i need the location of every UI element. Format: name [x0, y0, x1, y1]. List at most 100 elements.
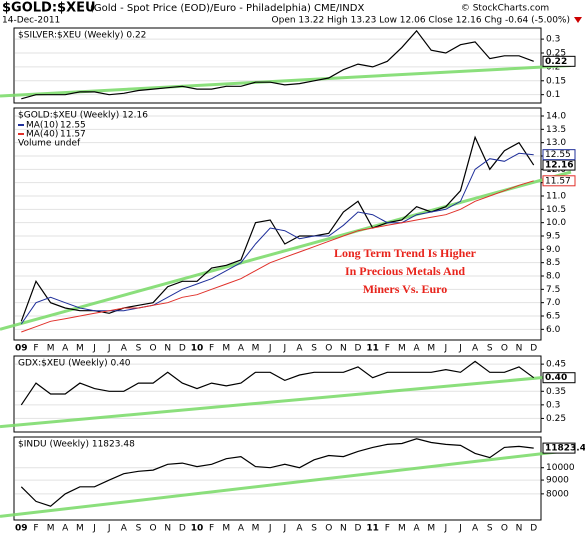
x-tick-label: N	[516, 344, 523, 354]
x-tick-label: M	[222, 344, 230, 354]
series-line	[20, 360, 535, 406]
y-tick-label: 0.1	[546, 90, 560, 100]
x-tick-label: J	[268, 524, 272, 534]
series-line	[21, 29, 534, 100]
x-tick-label: S	[487, 524, 493, 534]
y-tick-label: 6.5	[546, 312, 560, 322]
x-tick-label: S	[311, 524, 317, 534]
y-tick-label: 14.0	[546, 112, 566, 122]
y-tick-label: 0.3	[546, 35, 560, 45]
x-tick-label: F	[33, 524, 38, 534]
annotation: Miners Vs. Euro	[363, 282, 448, 296]
x-tick-label: N	[340, 344, 347, 354]
x-tick-label: J	[458, 524, 462, 534]
x-tick-label: A	[296, 524, 303, 534]
x-tick-label: M	[252, 524, 260, 534]
x-tick-label: A	[472, 344, 479, 354]
x-tick-label: M	[398, 344, 406, 354]
credit: © StockCharts.com	[461, 4, 549, 14]
x-tick-label: M	[47, 524, 55, 534]
value-box-label: 0.22	[545, 57, 567, 67]
x-tick-label: A	[238, 524, 245, 534]
x-tick-label: F	[385, 524, 390, 534]
y-tick-label: 13.0	[546, 138, 566, 148]
x-tick-label: A	[472, 524, 479, 534]
quote: Open 13.22 High 13.23 Low 12.06 Close 12…	[272, 16, 570, 26]
x-tick-label: S	[487, 344, 493, 354]
y-tick-label: 7.5	[546, 285, 560, 295]
x-tick-label: D	[530, 524, 537, 534]
panel-frame	[13, 27, 542, 104]
x-tick-label: O	[150, 524, 157, 534]
x-tick-label: M	[47, 344, 55, 354]
x-tick-label: J	[282, 524, 286, 534]
x-tick-label: J	[107, 524, 111, 534]
y-tick-label: 0.25	[546, 49, 566, 59]
x-tick-label: N	[164, 524, 171, 534]
x-tick-label: J	[107, 344, 111, 354]
y-tick-label: 6.0	[546, 325, 561, 335]
y-tick-label: 9.0	[546, 245, 561, 255]
y-tick-label: 9000	[546, 476, 569, 486]
y-tick-label: 10000	[546, 463, 575, 473]
series-line	[20, 438, 534, 507]
x-tick-label: F	[209, 344, 214, 354]
x-tick-label: A	[121, 344, 128, 354]
x-tick-label: S	[136, 344, 142, 354]
x-tick-label: A	[413, 524, 420, 534]
x-tick-label: J	[92, 524, 96, 534]
y-tick-label: 7.0	[546, 298, 561, 308]
x-tick-label: A	[413, 344, 420, 354]
panel-title: $GOLD:$XEU (Weekly) 12.16	[18, 111, 148, 121]
x-tick-label: S	[311, 344, 317, 354]
x-tick-label: 10	[191, 344, 204, 354]
value-box	[542, 175, 576, 187]
x-tick-label: J	[282, 344, 286, 354]
x-tick-label: M	[76, 344, 84, 354]
date: 14-Dec-2011	[2, 16, 60, 26]
x-tick-label: J	[444, 524, 448, 534]
y-tick-label: 10.0	[546, 218, 566, 228]
annotation: In Precious Metals And	[345, 264, 465, 278]
value-box	[542, 372, 576, 384]
y-tick-label: 10.5	[546, 205, 566, 215]
value-box	[542, 442, 576, 454]
trend-line	[0, 373, 572, 429]
x-tick-label: 10	[191, 524, 204, 534]
x-tick-label: S	[136, 524, 142, 534]
series-line	[20, 135, 535, 322]
x-tick-label: 09	[15, 524, 28, 534]
x-tick-label: M	[252, 344, 260, 354]
value-box	[542, 55, 576, 67]
x-tick-label: J	[268, 344, 272, 354]
y-tick-label: 0.3	[546, 400, 560, 410]
panel-frame	[13, 355, 542, 433]
panel-title: $SILVER:$XEU (Weekly) 0.22	[18, 31, 146, 41]
y-tick-label: 8000	[546, 489, 569, 499]
x-tick-label: A	[296, 344, 303, 354]
trend-line	[0, 448, 572, 518]
x-tick-label: J	[92, 344, 96, 354]
down-arrow	[574, 17, 582, 23]
x-tick-label: 11	[366, 344, 379, 354]
x-tick-label: M	[76, 524, 84, 534]
value-box	[542, 149, 576, 161]
x-tick-label: M	[427, 524, 435, 534]
trend-line	[0, 170, 572, 331]
symbol: $GOLD:$XEU	[2, 1, 96, 16]
panel-frame	[13, 436, 542, 521]
y-tick-label: 0.35	[546, 387, 566, 397]
x-tick-label: D	[355, 524, 362, 534]
value-box-label: 11823.48	[545, 444, 585, 454]
y-tick-label: 9.5	[546, 232, 560, 242]
legend-note: Volume undef	[18, 139, 81, 149]
x-tick-label: N	[340, 524, 347, 534]
legend-value: 12.55	[60, 121, 86, 131]
x-tick-label: A	[62, 344, 69, 354]
panel-title: $INDU (Weekly) 11823.48	[18, 440, 135, 450]
y-tick-label: 8.0	[546, 272, 561, 282]
x-tick-label: J	[458, 344, 462, 354]
x-tick-label: F	[209, 524, 214, 534]
y-tick-label: 0.45	[546, 360, 566, 370]
